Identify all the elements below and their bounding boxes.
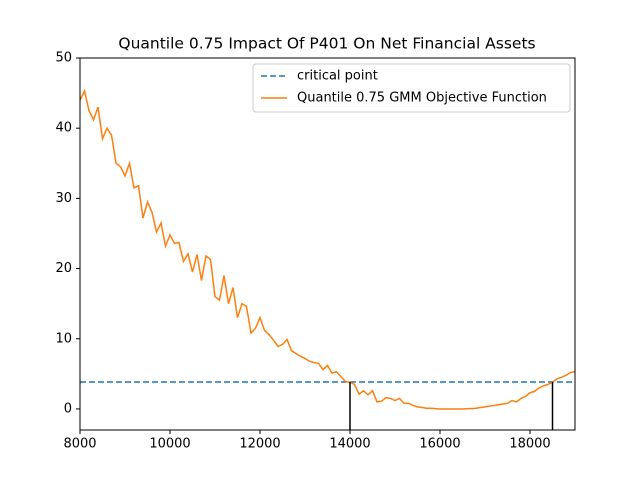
y-tick-label: 40	[55, 121, 72, 136]
legend-box	[252, 63, 571, 113]
x-tick-label: 14000	[329, 437, 370, 452]
x-tick-label: 8000	[63, 437, 96, 452]
y-tick-label: 30	[55, 191, 72, 206]
y-tick-label: 20	[55, 261, 72, 276]
x-tick-label: 16000	[419, 437, 460, 452]
x-tick-label: 12000	[239, 437, 280, 452]
axes-frame	[79, 57, 576, 431]
y-tick-label: 10	[55, 331, 72, 346]
x-tick-label: 18000	[509, 437, 550, 452]
y-tick-label: 50	[55, 51, 72, 66]
legend-label: critical point	[297, 69, 378, 84]
x-tick-label: 10000	[149, 437, 190, 452]
data-line	[79, 88, 576, 410]
legend-label: Quantile 0.75 GMM Objective Function	[297, 91, 547, 106]
y-tick-label: 0	[64, 401, 72, 416]
chart-title: Quantile 0.75 Impact Of P401 On Net Fina…	[118, 35, 535, 53]
